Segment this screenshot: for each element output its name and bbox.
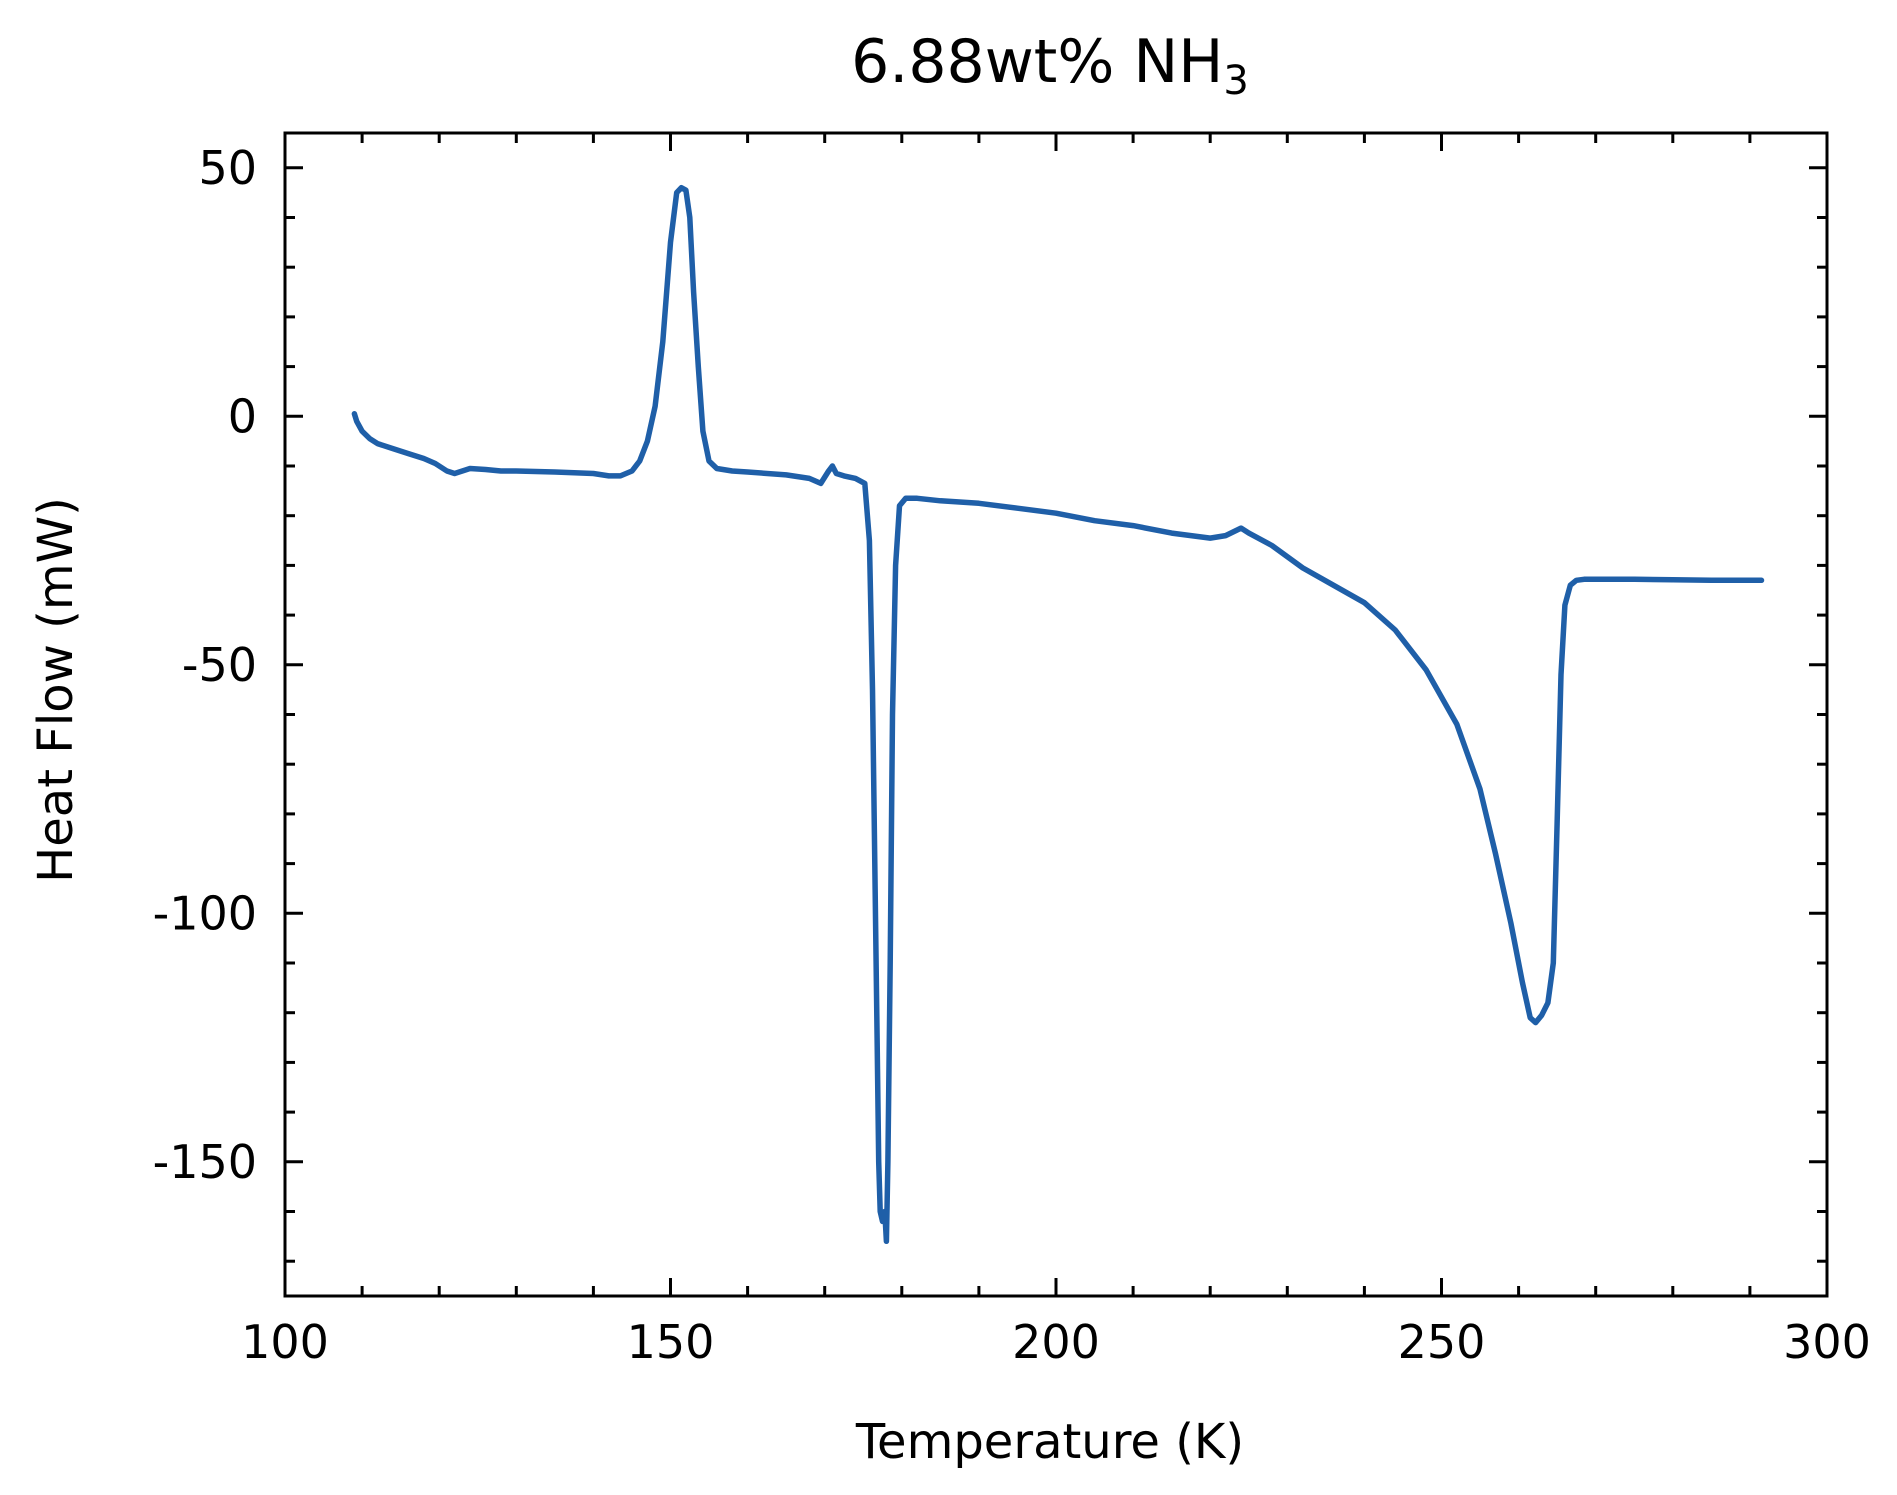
x-tick-label: 150 — [627, 1315, 715, 1369]
y-tick-label: -100 — [153, 886, 257, 940]
x-tick-label: 200 — [1012, 1315, 1100, 1369]
x-tick-label: 250 — [1398, 1315, 1486, 1369]
plot-area: 100 150 200 250 300 50 0 -50 -100 -150 — [153, 131, 1871, 1369]
chart-title: 6.88wt% NH3 — [851, 27, 1249, 104]
series-line-heat-flow — [351, 184, 1765, 1245]
y-tick-label: 0 — [228, 389, 257, 443]
x-tick-label: 100 — [241, 1315, 329, 1369]
plot-frame — [283, 131, 1829, 1298]
x-tick-label: 300 — [1783, 1315, 1871, 1369]
title-subscript: 3 — [1223, 58, 1248, 104]
y-tick-label: -150 — [153, 1135, 257, 1189]
y-tick-label: -50 — [182, 638, 257, 692]
axis-ticks — [283, 133, 1829, 1296]
tick-labels: 100 150 200 250 300 50 0 -50 -100 -150 — [153, 141, 1871, 1369]
series-layer — [351, 184, 1765, 1245]
title-main: 6.88wt% NH — [851, 27, 1223, 97]
x-axis-label: Temperature (K) — [855, 1414, 1244, 1470]
y-tick-label: 50 — [198, 141, 257, 195]
y-axis-label: Heat Flow (mW) — [28, 497, 84, 883]
